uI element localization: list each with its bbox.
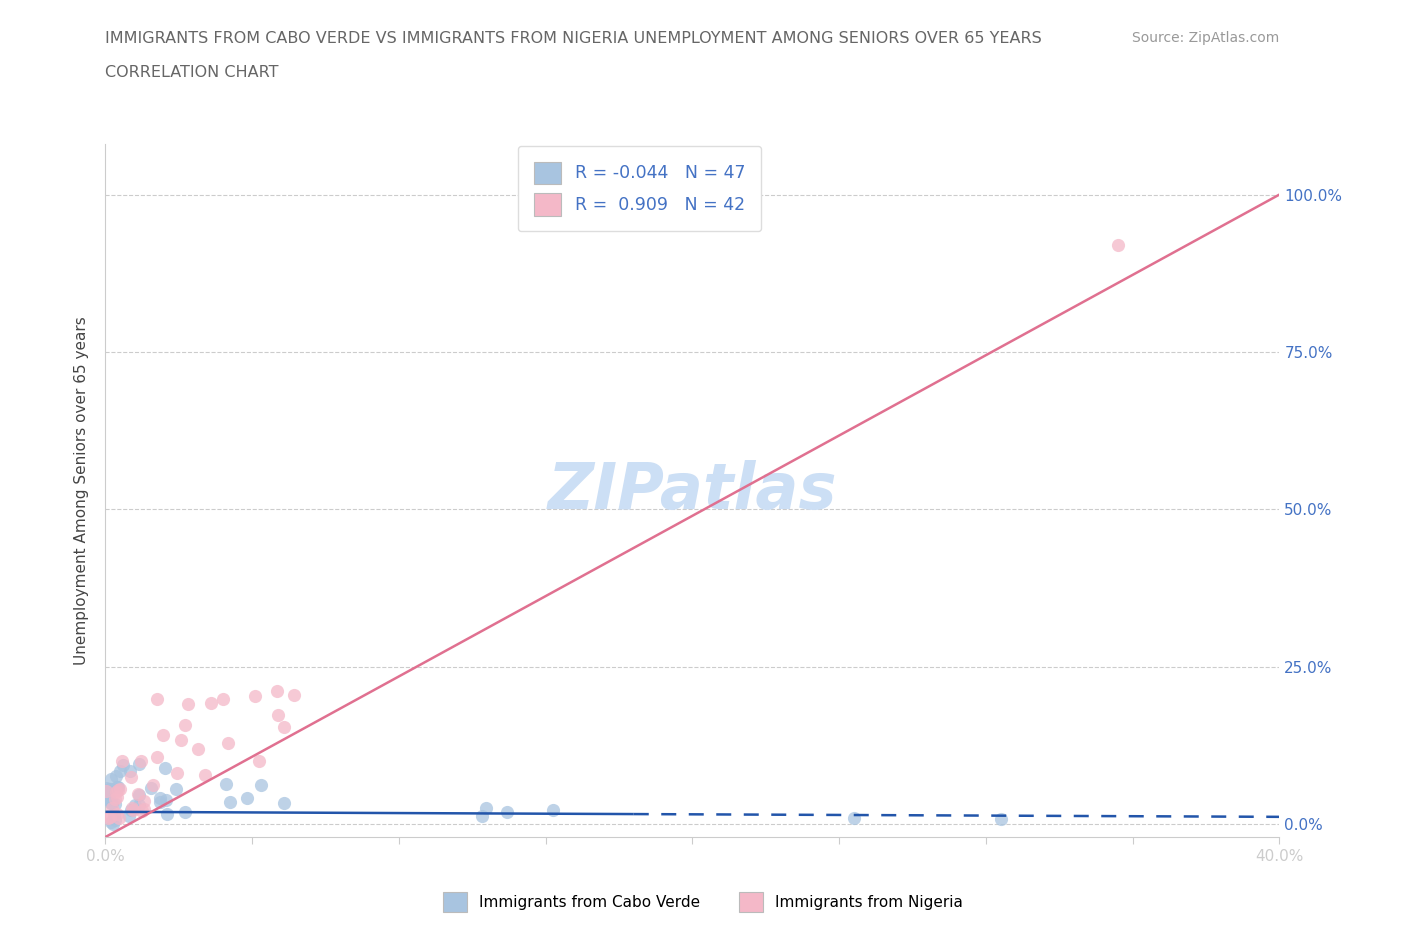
Point [146, 750, 169, 764]
Point [200, 696, 222, 711]
Point [111, 757, 134, 772]
Point [174, 718, 197, 733]
Point [128, 787, 150, 802]
Text: ZIPatlas: ZIPatlas [548, 459, 837, 522]
Point [495, 804, 517, 819]
Point [273, 796, 295, 811]
Point [104, 812, 127, 827]
Y-axis label: Unemployment Among Seniors over 65 years: Unemployment Among Seniors over 65 years [75, 316, 90, 665]
Point [105, 790, 128, 804]
Point [108, 811, 131, 826]
Point [149, 794, 172, 809]
Point [219, 794, 242, 809]
Point [165, 782, 187, 797]
Point [110, 781, 132, 796]
Point [97, 782, 120, 797]
Point [471, 808, 494, 823]
Point [100, 795, 122, 810]
Point [111, 753, 134, 768]
Point [94, 784, 117, 799]
Point [96, 790, 118, 805]
Point [235, 790, 257, 805]
Point [97, 790, 120, 805]
Point [97, 811, 120, 826]
Point [212, 691, 235, 706]
Point [127, 787, 149, 802]
Point [105, 806, 128, 821]
Point [124, 798, 146, 813]
Point [990, 812, 1012, 827]
Point [96, 780, 118, 795]
Point [543, 803, 565, 817]
Point [142, 777, 165, 792]
Point [247, 753, 270, 768]
Point [110, 764, 132, 778]
Point [128, 798, 150, 813]
Point [177, 697, 200, 711]
Point [155, 761, 177, 776]
Point [97, 782, 120, 797]
Point [267, 708, 290, 723]
Point [121, 801, 143, 816]
Point [107, 779, 129, 794]
Point [217, 736, 239, 751]
Point [100, 796, 122, 811]
Point [131, 804, 153, 818]
Point [104, 796, 127, 811]
Point [174, 804, 197, 819]
Point [194, 767, 217, 782]
Point [146, 692, 169, 707]
Point [98, 809, 121, 824]
Point [149, 791, 172, 806]
Point [187, 741, 209, 756]
Point [121, 803, 143, 817]
Point [107, 783, 129, 798]
Point [283, 688, 305, 703]
Point [105, 779, 128, 794]
Point [120, 770, 142, 785]
Point [96, 785, 118, 800]
Point [103, 817, 125, 831]
Point [842, 811, 865, 826]
Text: IMMIGRANTS FROM CABO VERDE VS IMMIGRANTS FROM NIGERIA UNEMPLOYMENT AMONG SENIORS: IMMIGRANTS FROM CABO VERDE VS IMMIGRANTS… [105, 31, 1042, 46]
Point [170, 733, 193, 748]
Point [249, 777, 271, 792]
Point [105, 769, 128, 784]
Point [273, 719, 295, 734]
Point [120, 764, 142, 778]
Point [155, 806, 177, 821]
Point [475, 800, 498, 815]
Point [166, 766, 188, 781]
Point [152, 727, 174, 742]
Point [120, 803, 142, 817]
Point [131, 753, 153, 768]
Point [141, 780, 163, 795]
Point [104, 785, 127, 800]
Point [104, 791, 127, 806]
Point [100, 796, 122, 811]
Legend: Immigrants from Cabo Verde, Immigrants from Nigeria: Immigrants from Cabo Verde, Immigrants f… [437, 886, 969, 918]
Text: CORRELATION CHART: CORRELATION CHART [105, 65, 278, 80]
Text: Source: ZipAtlas.com: Source: ZipAtlas.com [1132, 31, 1279, 45]
Point [100, 815, 122, 830]
Point [100, 771, 122, 786]
Point [98, 781, 121, 796]
Point [134, 802, 156, 817]
Point [101, 801, 124, 816]
Legend: R = -0.044   N = 47, R =  0.909   N = 42: R = -0.044 N = 47, R = 0.909 N = 42 [517, 146, 761, 232]
Point [266, 684, 288, 698]
Point [155, 792, 177, 807]
Point [128, 756, 150, 771]
Point [215, 777, 238, 791]
Point [103, 808, 125, 823]
Point [1107, 237, 1129, 252]
Point [132, 794, 155, 809]
Point [118, 809, 141, 824]
Point [243, 688, 266, 703]
